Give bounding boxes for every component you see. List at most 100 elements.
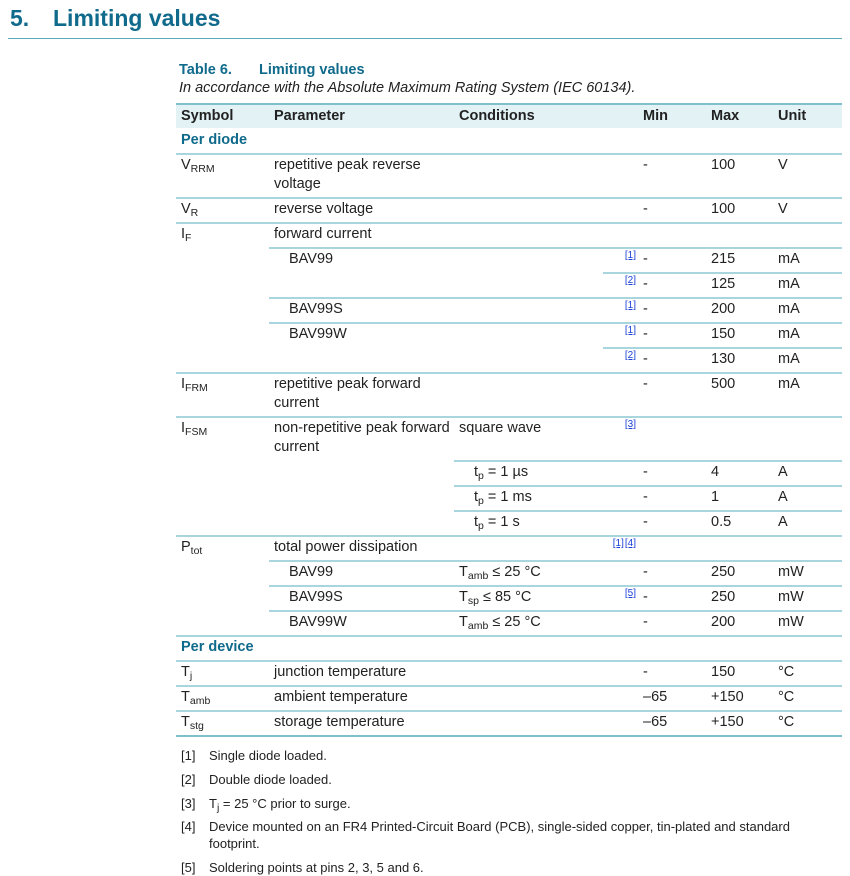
footnote-refs: [5]: [624, 587, 636, 601]
row-rule: [176, 710, 842, 712]
min-value: -: [643, 301, 648, 317]
footnote-link[interactable]: [1]: [624, 250, 636, 261]
parameter: BAV99W: [289, 614, 347, 630]
parameter: [274, 350, 454, 369]
unit: mA: [778, 301, 800, 317]
symbol: Tamb: [181, 689, 211, 707]
group-row: Per diode: [176, 128, 842, 153]
footnote-text: Soldering points at pins 2, 3, 5 and 6.: [209, 860, 424, 875]
unit: mW: [778, 614, 804, 630]
table-row: BAV99 Tamb ≤ 25 °C - 250 mW: [176, 560, 842, 585]
unit: mW: [778, 564, 804, 580]
table-bottom-rule: [176, 735, 842, 737]
section-heading: 5. Limiting values: [10, 5, 220, 32]
footnote-text: Double diode loaded.: [209, 772, 332, 787]
min-value: -: [643, 326, 648, 342]
unit: mA: [778, 376, 800, 392]
table-row: BAV99 [1] - 215 mA: [176, 247, 842, 272]
parameter: [274, 513, 454, 532]
row-rule: [176, 685, 842, 687]
min-value: -: [643, 464, 648, 480]
parameter: [274, 275, 454, 294]
max-value: +150: [711, 689, 744, 705]
unit: °C: [778, 664, 795, 680]
min-value: -: [643, 664, 648, 680]
header-unit: Unit: [778, 108, 807, 124]
conditions: tp = 1 µs: [474, 464, 529, 482]
row-rule: [269, 247, 842, 249]
max-value: 100: [711, 157, 736, 173]
row-rule: [269, 297, 842, 299]
table-row: VR reverse voltage - 100 V: [176, 197, 842, 222]
parameter: BAV99: [289, 251, 334, 267]
footnote-key: [2]: [181, 772, 196, 787]
row-rule: [603, 347, 842, 349]
group-label: Per diode: [181, 132, 248, 148]
footnote-link[interactable]: [2]: [624, 275, 636, 286]
header-min: Min: [643, 108, 668, 124]
footnote-text: Device mounted on an FR4 Printed-Circuit…: [209, 819, 790, 851]
symbol: VR: [181, 201, 199, 219]
table-row: IF forward current: [176, 222, 842, 247]
footnote-link[interactable]: [1]: [624, 300, 636, 311]
unit: °C: [778, 714, 795, 730]
symbol: IFRM: [181, 376, 208, 394]
limiting-values-table: Symbol Parameter Conditions Min Max Unit…: [176, 103, 842, 735]
row-rule: [176, 153, 842, 155]
table-number: Table 6.: [179, 62, 232, 78]
footnote-key: [1]: [181, 748, 196, 763]
footnote-link[interactable]: [1]: [624, 325, 636, 336]
symbol: IFSM: [181, 420, 208, 438]
row-rule: [269, 610, 842, 612]
symbol: VRRM: [181, 157, 215, 175]
parameter: ambient temperature: [274, 689, 408, 705]
table-row: tp = 1 µs - 4 A: [176, 460, 842, 485]
parameter: [274, 463, 454, 482]
row-rule: [454, 485, 842, 487]
footnote-link[interactable]: [2]: [624, 350, 636, 361]
max-value: 250: [711, 589, 736, 605]
parameter: junction temperature: [274, 664, 407, 680]
row-rule: [454, 460, 842, 462]
header-conditions: Conditions: [459, 108, 535, 124]
footnote-link[interactable]: [1]: [612, 538, 624, 549]
row-rule: [176, 535, 842, 537]
table-row: BAV99W Tamb ≤ 25 °C - 200 mW: [176, 610, 842, 635]
conditions: square wave: [459, 420, 542, 436]
footnote-key: [3]: [181, 796, 196, 811]
unit: mA: [778, 351, 800, 367]
parameter: BAV99W: [289, 326, 347, 342]
footnote-link[interactable]: [4]: [624, 538, 636, 549]
header-max: Max: [711, 108, 740, 124]
max-value: 130: [711, 351, 736, 367]
conditions: Tamb ≤ 25 °C: [459, 564, 541, 582]
footnote-refs: [1][4]: [612, 537, 636, 551]
min-value: -: [643, 564, 648, 580]
table-header-row: Symbol Parameter Conditions Min Max Unit: [176, 103, 842, 128]
min-value: -: [643, 376, 648, 392]
max-value: 200: [711, 301, 736, 317]
row-rule: [269, 560, 842, 562]
unit: V: [778, 201, 788, 217]
unit: V: [778, 157, 788, 173]
table-row: IFSM non-repetitive peak forward current s…: [176, 416, 842, 460]
min-value: -: [643, 157, 648, 173]
conditions: tp = 1 s: [474, 514, 520, 532]
footnote-text: Tj = 25 °C prior to surge.: [209, 796, 351, 814]
table-row: tp = 1 ms - 1 A: [176, 485, 842, 510]
footnote-refs: [3]: [624, 418, 636, 432]
row-rule: [269, 322, 842, 324]
table-row: [2] - 125 mA: [176, 272, 842, 297]
footnote-link[interactable]: [5]: [624, 588, 636, 599]
table-title: Table 6. Limiting values: [179, 62, 365, 78]
table-row: IFRM repetitive peak forward current - 500 m…: [176, 372, 842, 416]
max-value: 125: [711, 276, 736, 292]
row-rule: [176, 635, 842, 637]
max-value: 0.5: [711, 514, 732, 530]
min-value: –65: [643, 689, 668, 705]
footnote-link[interactable]: [3]: [624, 419, 636, 430]
table-row: Tamb ambient temperature –65 +150 °C: [176, 685, 842, 710]
row-rule: [454, 510, 842, 512]
table-row: BAV99W [1] - 150 mA: [176, 322, 842, 347]
min-value: -: [643, 276, 648, 292]
